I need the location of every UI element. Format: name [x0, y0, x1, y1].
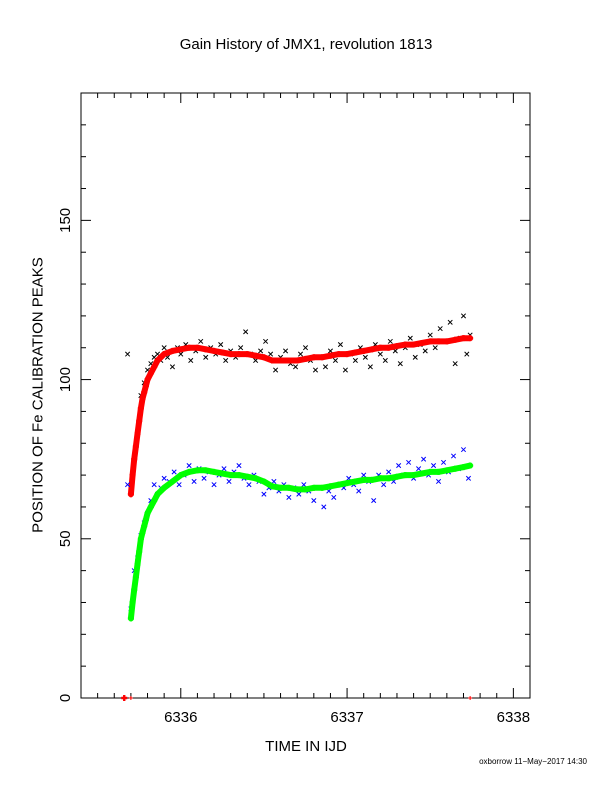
data-point — [263, 338, 269, 344]
data-point — [331, 494, 337, 500]
data-point — [332, 357, 338, 364]
y-tick-label: 100 — [57, 367, 74, 392]
data-point — [460, 313, 467, 319]
data-point — [382, 357, 388, 364]
data-point — [261, 491, 267, 497]
axis-marker — [128, 696, 133, 700]
data-point — [223, 357, 229, 364]
y-tick-label: 150 — [57, 208, 74, 233]
data-point — [452, 361, 458, 367]
data-point — [211, 482, 217, 488]
data-point — [464, 351, 470, 357]
y-tick-label: 50 — [57, 530, 74, 547]
data-point — [296, 491, 302, 497]
data-point — [406, 459, 412, 465]
data-point — [430, 462, 437, 469]
data-point — [440, 459, 447, 465]
data-point — [297, 351, 304, 357]
data-point — [381, 482, 387, 488]
data-point — [396, 462, 402, 469]
data-point — [282, 348, 289, 354]
data-point — [186, 462, 192, 469]
data-point — [386, 469, 392, 475]
data-point — [302, 345, 309, 351]
chart-title: Gain History of JMX1, revolution 1813 — [179, 36, 433, 53]
series-trend-line — [127, 462, 474, 622]
data-point — [337, 341, 343, 348]
data-point — [322, 364, 329, 370]
data-point — [161, 475, 167, 481]
data-point — [236, 462, 242, 469]
data-point — [246, 482, 252, 488]
data-point — [387, 338, 393, 344]
data-point — [416, 466, 422, 472]
data-point — [125, 351, 131, 357]
data-point — [371, 498, 377, 504]
data-point — [421, 456, 427, 462]
data-point — [362, 354, 368, 360]
data-point — [161, 345, 167, 351]
data-point — [188, 357, 194, 364]
data-point — [312, 367, 319, 373]
data-point — [311, 498, 317, 504]
data-point — [201, 475, 207, 481]
data-point — [427, 332, 433, 338]
data-point — [352, 357, 358, 364]
x-tick-label: 6338 — [497, 709, 530, 726]
plot-frame — [80, 92, 531, 699]
data-point — [171, 469, 177, 475]
data-point — [238, 345, 244, 351]
data-point — [292, 364, 299, 370]
data-point — [151, 482, 157, 488]
data-point — [286, 494, 292, 500]
data-point — [301, 482, 307, 488]
data-point — [361, 472, 367, 478]
data-point — [321, 504, 327, 510]
x-tick-label: 6336 — [164, 709, 197, 726]
axis-marker — [468, 696, 473, 700]
data-point — [258, 348, 264, 354]
data-point — [377, 351, 383, 357]
data-point — [435, 478, 442, 485]
data-point — [465, 475, 472, 481]
data-point — [198, 338, 204, 344]
data-point — [226, 478, 232, 485]
data-point — [268, 351, 274, 357]
data-point — [273, 367, 279, 373]
data-point — [460, 447, 467, 453]
data-point — [218, 341, 224, 348]
data-point — [412, 354, 418, 360]
y-tick-label: 0 — [57, 694, 74, 702]
data-point — [342, 367, 348, 373]
series-trend-line — [127, 335, 474, 498]
data-point — [176, 482, 182, 488]
data-point — [243, 329, 249, 335]
data-point — [450, 453, 457, 459]
data-point — [125, 482, 131, 488]
data-point — [437, 326, 443, 332]
axis-marker — [122, 696, 127, 700]
data-point — [422, 348, 428, 354]
data-point — [432, 345, 438, 351]
footer-credit: oxborrow 11−May−2017 14:30 — [479, 757, 587, 766]
x-tick-label: 6337 — [330, 709, 363, 726]
data-point — [169, 364, 176, 370]
data-point — [203, 354, 209, 360]
data-point — [191, 478, 197, 485]
data-point — [221, 466, 227, 472]
data-point — [407, 335, 413, 341]
data-point — [447, 319, 453, 325]
data-point — [367, 364, 373, 370]
data-point — [271, 478, 277, 485]
x-axis-label: TIME IN IJD — [265, 738, 347, 755]
data-point — [397, 361, 403, 367]
data-point — [356, 488, 362, 494]
